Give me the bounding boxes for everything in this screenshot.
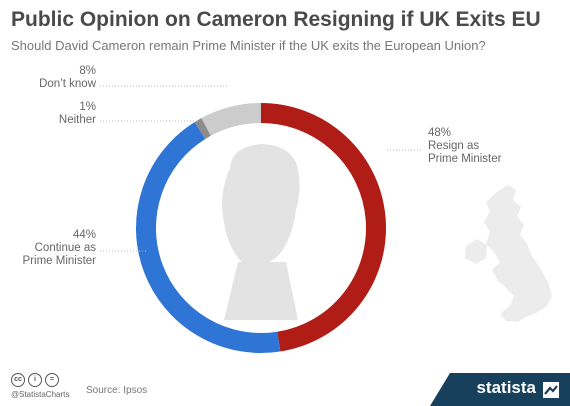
data-label-4: 8% Don’t know (39, 65, 97, 90)
data-label-2: 44% Continue as Prime Minister (23, 229, 97, 267)
statista-handle: @StatistaCharts (11, 390, 70, 399)
donut-chart: 48% Resign as Prime Minister 44% Continue as… (23, 65, 552, 353)
donut-slice-3 (194, 118, 211, 140)
statista-logo-text: statista (476, 378, 536, 397)
chart-title: Public Opinion on Cameron Resigning if U… (11, 8, 541, 31)
statista-brand-bar[interactable]: statista (430, 373, 570, 406)
footer: cc i = @StatistaCharts Source: Ipsos sta… (0, 368, 570, 406)
attribution-icon: i (28, 373, 42, 387)
donut-slice-1 (260, 103, 386, 352)
portrait-icon (222, 144, 300, 320)
statista-logo-icon (543, 382, 559, 398)
uk-map-icon (465, 185, 552, 322)
source-note: Source: Ipsos (86, 385, 148, 396)
data-label-3: 1% Neither (59, 101, 96, 126)
data-label-1: 48% Resign as Prime Minister (428, 127, 502, 165)
creative-commons-icon: cc (11, 373, 25, 387)
donut-slice-4 (201, 103, 262, 136)
no-derivatives-icon: = (45, 373, 59, 387)
donut-slice-2 (136, 122, 281, 353)
chart-subtitle: Should David Cameron remain Prime Minist… (11, 38, 486, 53)
